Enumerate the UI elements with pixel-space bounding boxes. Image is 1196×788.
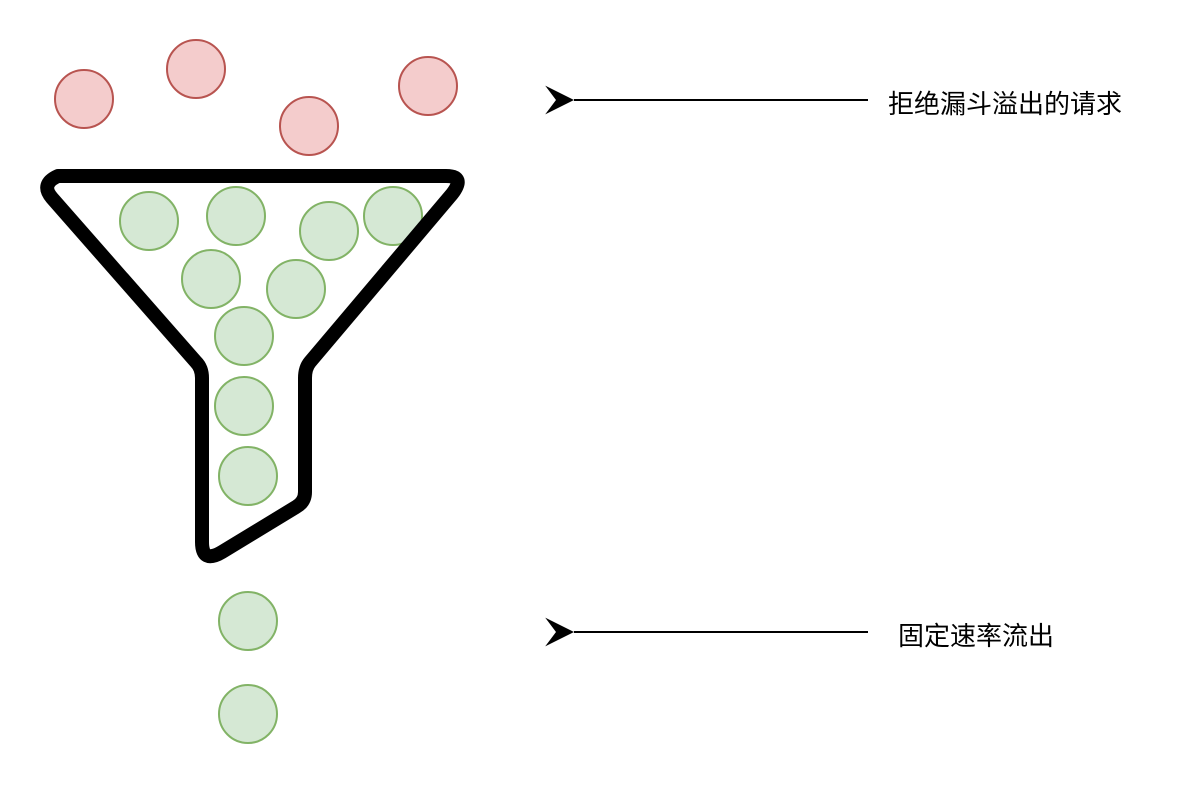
- fixed-rate-label: 固定速率流出: [898, 622, 1054, 652]
- queued-request: [218, 446, 278, 506]
- outflow-request: [218, 591, 278, 651]
- outflow-requests: [218, 591, 278, 744]
- rejected-requests: [54, 39, 458, 156]
- queued-request: [181, 249, 241, 309]
- outflow-request: [218, 684, 278, 744]
- queued-request: [214, 306, 274, 366]
- queued-request: [299, 201, 359, 261]
- queued-request: [363, 186, 423, 246]
- rejected-request: [54, 69, 114, 129]
- queued-request: [214, 376, 274, 436]
- queued-request: [206, 186, 266, 246]
- rejected-request: [279, 96, 339, 156]
- queued-request: [266, 259, 326, 319]
- funnel-icon: [40, 169, 465, 564]
- rejected-request: [166, 39, 226, 99]
- queued-request: [119, 191, 179, 251]
- rejected-label: 拒绝漏斗溢出的请求: [888, 90, 1122, 120]
- rejected-request: [398, 56, 458, 116]
- queued-requests: [119, 186, 423, 506]
